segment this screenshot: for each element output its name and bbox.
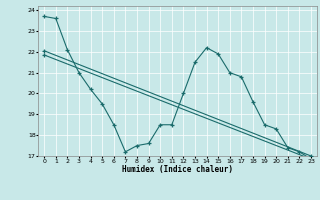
X-axis label: Humidex (Indice chaleur): Humidex (Indice chaleur): [122, 165, 233, 174]
